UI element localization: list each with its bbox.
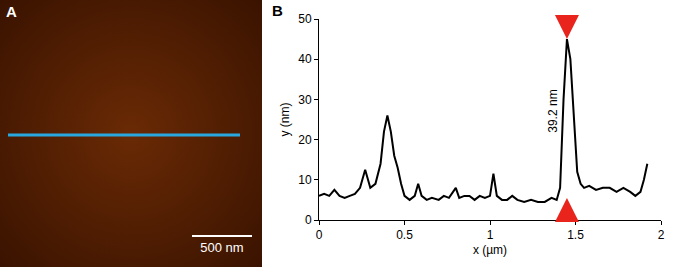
svg-text:10: 10 (298, 173, 312, 187)
svg-text:500 nm: 500 nm (200, 240, 243, 255)
svg-text:20: 20 (298, 133, 312, 147)
svg-text:0: 0 (305, 213, 312, 227)
html-text:B: B (272, 2, 283, 19)
svg-text:y (nm): y (nm) (278, 103, 292, 137)
svg-text:A: A (6, 3, 17, 20)
svg-text:2: 2 (658, 228, 665, 242)
svg-text:30: 30 (298, 93, 312, 107)
svg-text:40: 40 (298, 52, 312, 66)
svg-text:39.2 nm: 39.2 nm (546, 89, 560, 132)
svg-text:1: 1 (487, 228, 494, 242)
svg-text:0: 0 (316, 228, 323, 242)
svg-text:x (µm): x (µm) (473, 243, 507, 257)
svg-text:50: 50 (298, 12, 312, 26)
svg-text:0.5: 0.5 (396, 228, 413, 242)
svg-text:1.5: 1.5 (567, 228, 584, 242)
